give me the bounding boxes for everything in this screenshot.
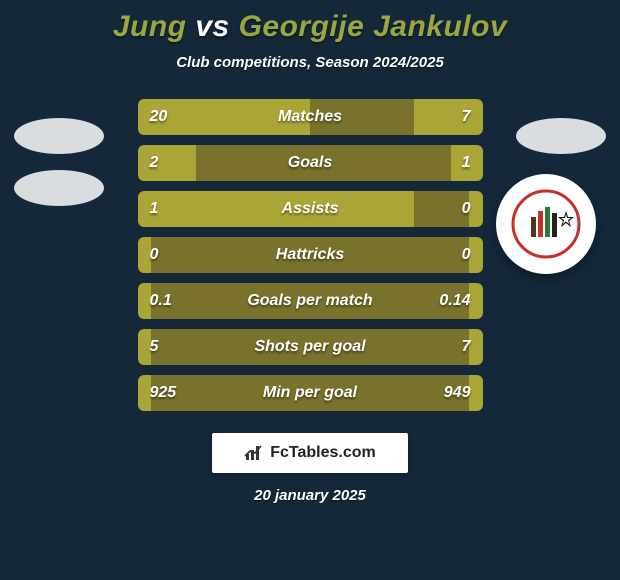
stat-fill-right (469, 375, 483, 411)
stat-fill-left (138, 375, 152, 411)
stat-track (138, 283, 483, 319)
stat-fill-left (138, 191, 414, 227)
stat-fill-right (469, 191, 483, 227)
page-title: Jung vs Georgije Jankulov (0, 10, 620, 44)
stat-fill-left (138, 329, 152, 365)
stat-row: 5Shots per goal7 (138, 329, 483, 365)
stat-fill-left (138, 145, 197, 181)
stats-container: 20Matches7 2Goals1 1Assists0 0Hattricks0 0.1… (138, 99, 483, 411)
stat-row: 0.1Goals per match0.14 (138, 283, 483, 319)
title-player-1: Jung (113, 10, 187, 43)
stat-fill-left (138, 99, 311, 135)
stat-fill-right (414, 99, 483, 135)
date-text: 20 january 2025 (0, 487, 620, 504)
club-logo-icon (511, 189, 581, 259)
stat-track (138, 375, 483, 411)
title-player-2: Georgije Jankulov (239, 10, 508, 43)
stat-fill-left (138, 237, 152, 273)
comparison-card: Jung vs Georgije Jankulov Club competiti… (0, 0, 620, 580)
stat-track (138, 329, 483, 365)
player1-badge-2 (14, 170, 104, 206)
stat-fill-left (138, 283, 152, 319)
player2-badge-1 (516, 118, 606, 154)
stat-fill-right (469, 237, 483, 273)
watermark-text: FcTables.com (270, 444, 376, 462)
subtitle: Club competitions, Season 2024/2025 (0, 54, 620, 71)
stat-row: 2Goals1 (138, 145, 483, 181)
stat-fill-right (469, 283, 483, 319)
watermark: FcTables.com (212, 433, 408, 473)
stat-track (138, 237, 483, 273)
stat-fill-right (451, 145, 482, 181)
stat-row: 0Hattricks0 (138, 237, 483, 273)
chart-icon (244, 444, 264, 462)
stat-row: 20Matches7 (138, 99, 483, 135)
stat-fill-right (469, 329, 483, 365)
player2-club-logo (496, 174, 596, 274)
stat-row: 925Min per goal949 (138, 375, 483, 411)
title-vs: vs (195, 10, 229, 43)
stat-row: 1Assists0 (138, 191, 483, 227)
player1-badge-1 (14, 118, 104, 154)
